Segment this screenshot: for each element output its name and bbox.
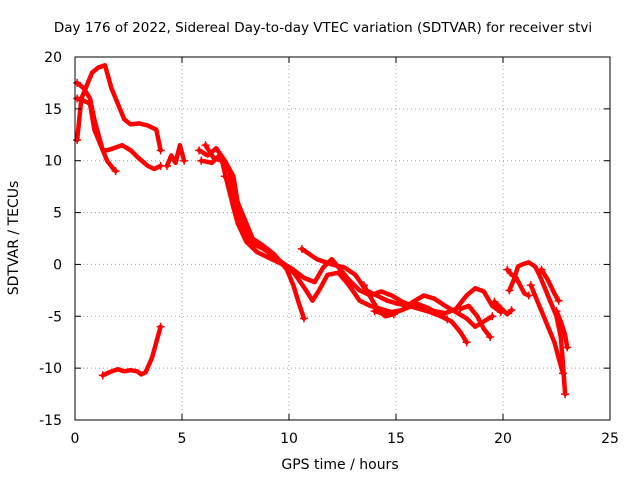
series-arc-15 — [505, 267, 531, 298]
y-axis-label: SDTVAR / TECUs — [6, 181, 22, 296]
series-arc-19 — [554, 308, 570, 350]
data-marker — [156, 322, 165, 331]
series-arc-9 — [222, 174, 247, 236]
data-marker — [156, 146, 165, 155]
series-arc-8 — [203, 142, 307, 321]
data-marker — [488, 312, 497, 321]
series-arc-17 — [528, 282, 566, 376]
data-marker — [370, 307, 379, 316]
data-marker — [507, 306, 516, 315]
x-tick-label: 5 — [178, 431, 187, 447]
grid — [75, 57, 610, 420]
data-marker — [201, 141, 210, 150]
data-marker — [195, 146, 204, 155]
data-marker — [462, 338, 471, 347]
y-tick-label: -15 — [39, 413, 62, 429]
y-tick-label: -5 — [48, 309, 62, 325]
y-tick-label: 0 — [53, 257, 62, 273]
data-marker — [163, 161, 172, 170]
data-marker — [503, 265, 512, 274]
data-marker — [552, 307, 561, 316]
data-marker — [563, 343, 572, 352]
series-arc-18 — [539, 267, 561, 303]
data-marker — [299, 314, 308, 323]
series-arc-14 — [492, 299, 514, 317]
y-tick-label: 10 — [44, 154, 62, 170]
y-tick-label: 15 — [44, 102, 62, 118]
series-arc-5 — [164, 142, 187, 169]
data-marker — [73, 94, 82, 103]
data-marker — [297, 244, 306, 253]
x-tick-label: 25 — [601, 431, 619, 447]
plot-area — [73, 63, 572, 399]
data-marker — [443, 315, 452, 324]
data-marker — [98, 371, 107, 380]
series-arc-4 — [100, 324, 163, 378]
data-marker — [73, 135, 82, 144]
data-marker — [359, 281, 368, 290]
data-marker — [180, 156, 189, 165]
chart-title: Day 176 of 2022, Sidereal Day-to-day VTE… — [54, 20, 592, 36]
y-tick-label: -10 — [39, 361, 62, 377]
data-marker — [554, 296, 563, 305]
axis-ticks: 0 5 10 15 20 25 -15 -10 -5 0 5 10 15 20 — [39, 50, 619, 447]
x-tick-label: 10 — [280, 431, 298, 447]
series-arc-12 — [372, 301, 450, 322]
data-marker — [524, 291, 533, 300]
data-marker — [111, 167, 120, 176]
series-arc-16 — [507, 260, 568, 397]
series-arc-3 — [74, 96, 118, 174]
data-marker — [220, 172, 229, 181]
data-marker — [456, 305, 465, 314]
plot-frame — [74, 56, 611, 421]
x-tick-label: 15 — [387, 431, 405, 447]
series-arc-7 — [199, 152, 495, 329]
data-marker — [537, 265, 546, 274]
series-arc-10 — [299, 246, 469, 345]
data-marker — [526, 281, 535, 290]
series-arc-13 — [457, 303, 493, 340]
data-marker — [561, 390, 570, 399]
data-marker — [240, 229, 249, 238]
x-tick-label: 20 — [494, 431, 512, 447]
data-marker — [486, 333, 495, 342]
data-marker — [197, 156, 206, 165]
x-tick-label: 0 — [71, 431, 80, 447]
series-arc-1 — [74, 63, 163, 153]
y-tick-label: 20 — [44, 50, 62, 66]
data-marker — [505, 286, 514, 295]
data-marker — [490, 297, 499, 306]
y-tick-label: 5 — [53, 206, 62, 222]
x-axis-label: GPS time / hours — [281, 457, 398, 473]
data-marker — [558, 369, 567, 378]
data-marker — [73, 78, 82, 87]
